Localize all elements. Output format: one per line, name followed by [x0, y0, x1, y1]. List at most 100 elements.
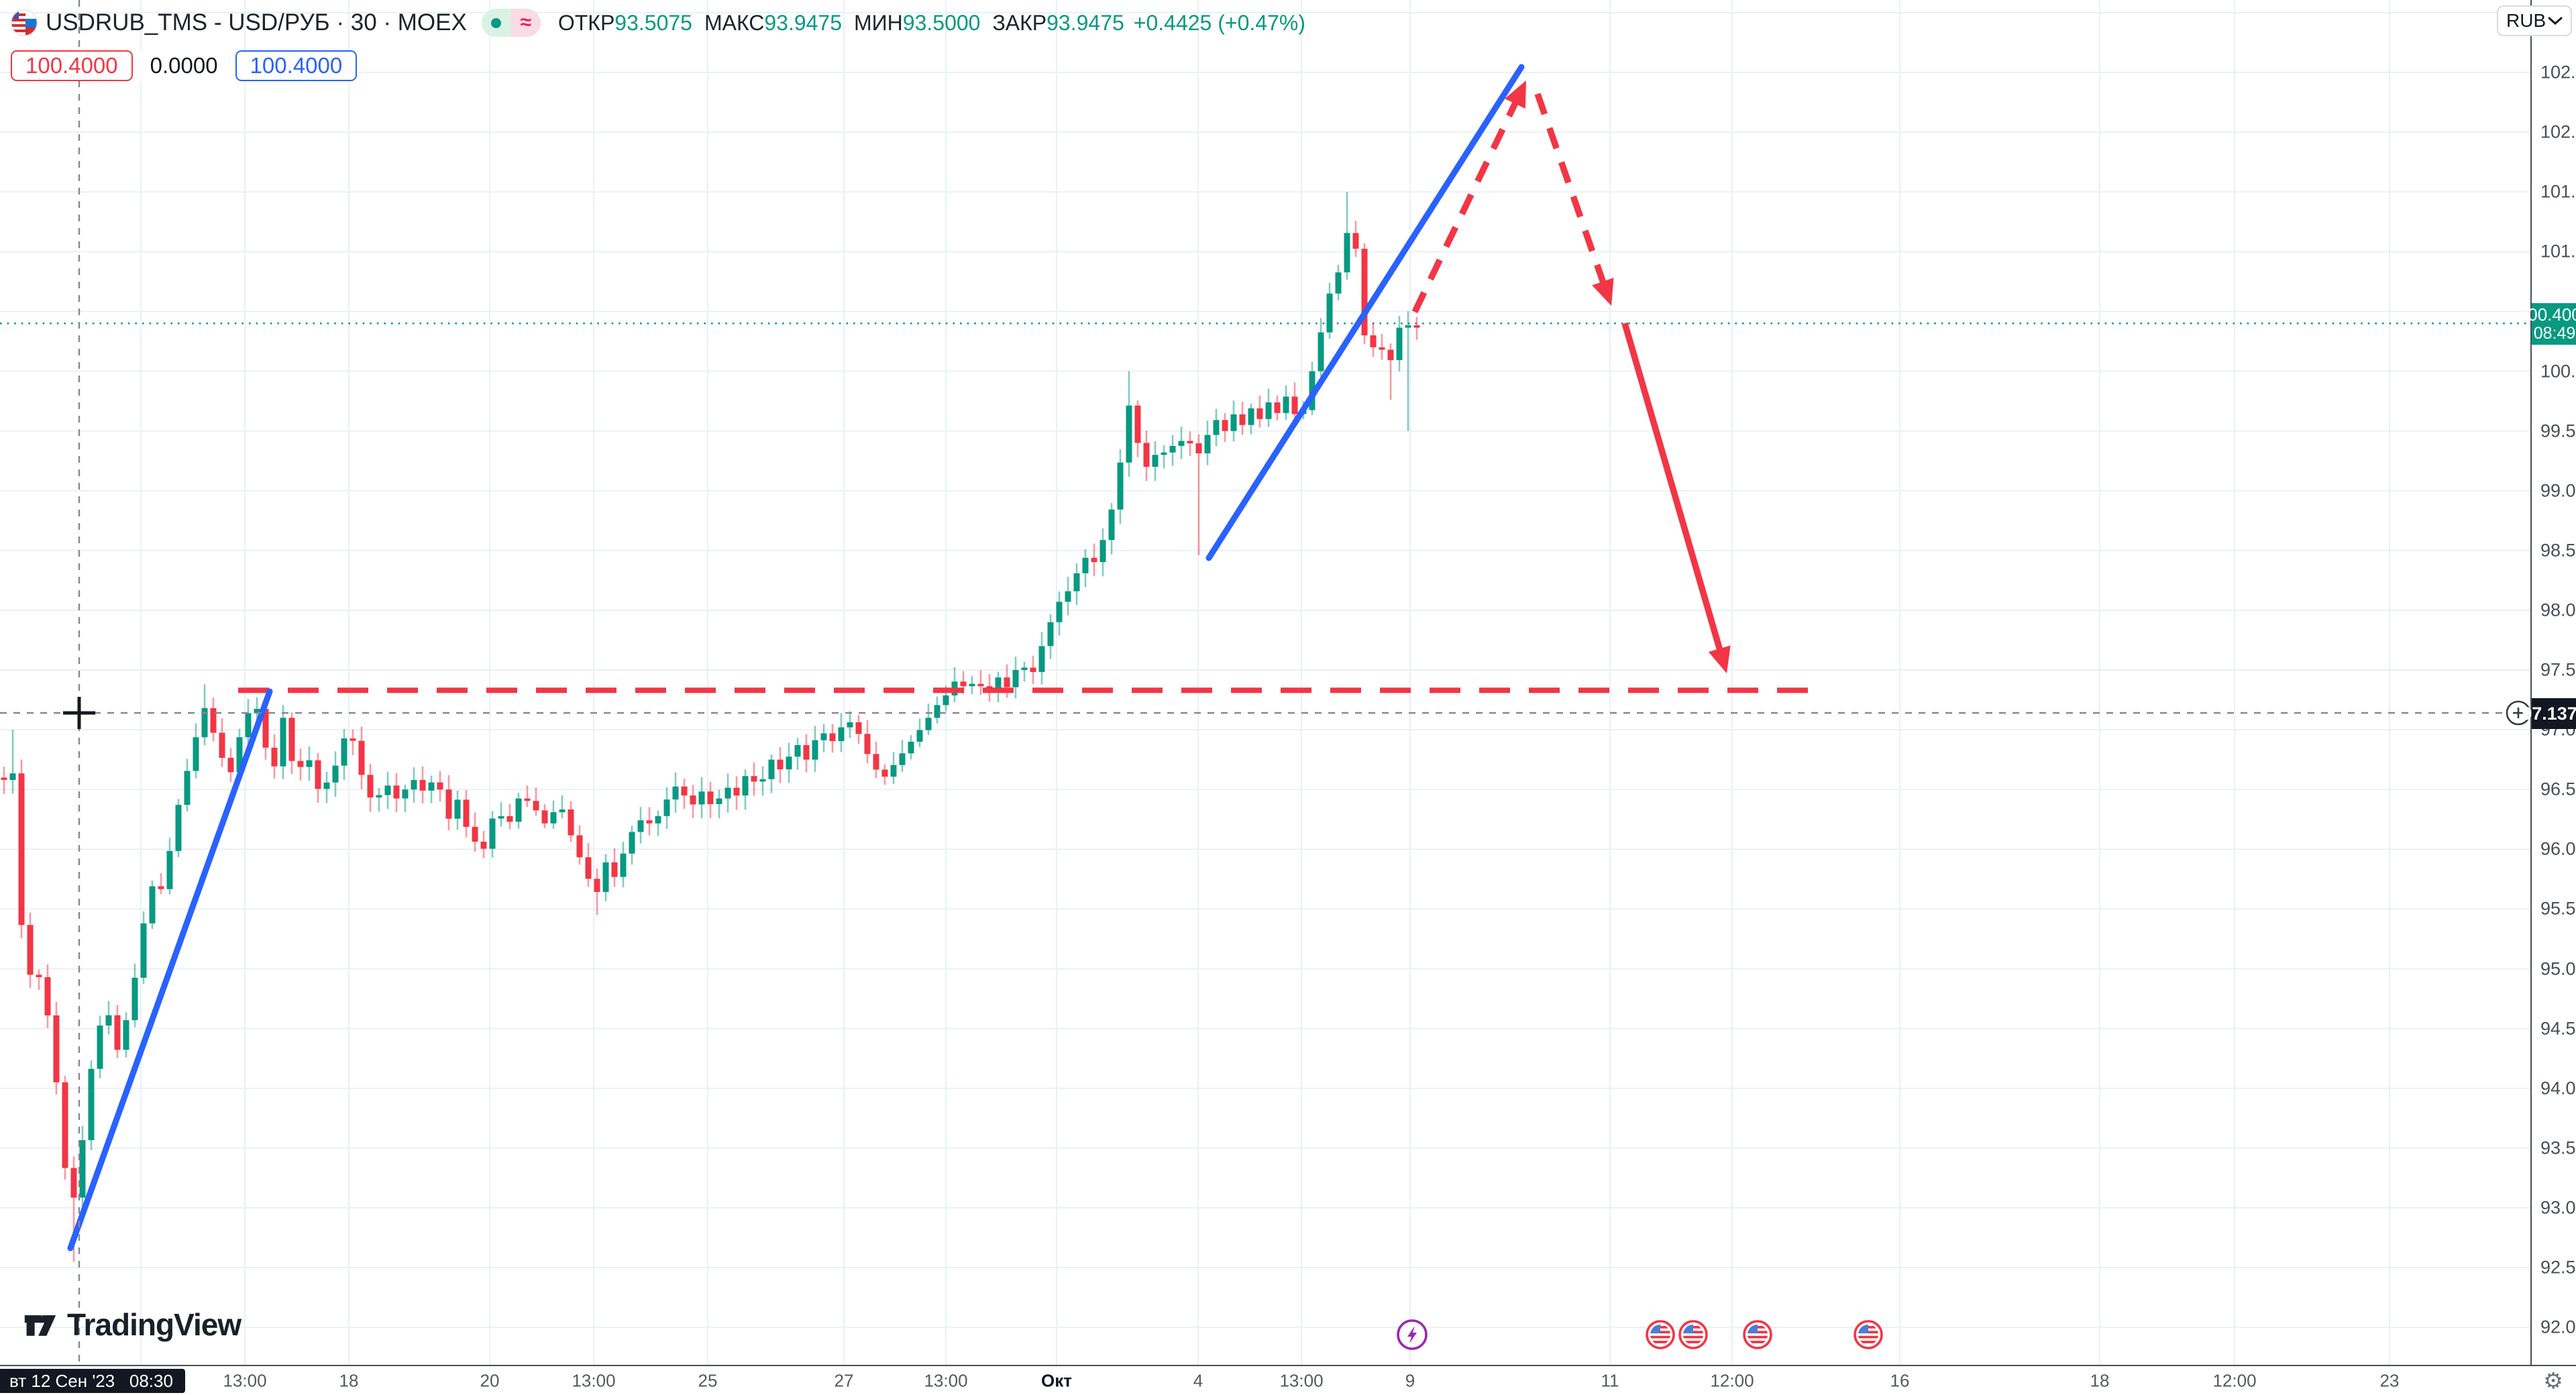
settings-gear-icon[interactable]: ⚙ [2543, 1368, 2563, 1393]
sell-price-box[interactable]: 100.4000 [11, 50, 133, 81]
arrow-head [1592, 278, 1614, 306]
high-value: 93.9475 [764, 10, 843, 35]
crosshair-price-badge: 97.1375 [2522, 698, 2576, 729]
candle-body [184, 771, 191, 805]
candle-body [262, 708, 269, 748]
tradingview-logo[interactable]: TradingView [23, 1306, 241, 1343]
candle-body [1073, 573, 1080, 592]
currency-button[interactable]: RUB [2497, 5, 2572, 36]
candle-body [480, 841, 487, 849]
candle-body [227, 757, 234, 773]
price-axis-label: 95.5000 [2540, 898, 2576, 919]
candle-body [1405, 325, 1411, 328]
tradingview-mark-icon [24, 1315, 56, 1336]
time-axis-label: 16 [1890, 1370, 1910, 1390]
price-axis-label: 101.5000 [2540, 181, 2576, 202]
candle-body [794, 744, 801, 757]
candle-body [594, 879, 600, 892]
candle-body [88, 1068, 95, 1140]
candle-body [1222, 420, 1228, 431]
time-axis-label: 13:00 [572, 1370, 616, 1390]
lightning-event-icon[interactable] [1397, 1319, 1428, 1350]
candle-body [533, 801, 539, 811]
time-axis-label: 13:00 [1279, 1370, 1324, 1390]
price-axis-label: 96.0000 [2540, 838, 2576, 859]
candle-body [384, 785, 391, 795]
candle-body [550, 812, 557, 824]
candle-body [367, 775, 374, 798]
market-status-dot-pill[interactable] [481, 9, 511, 37]
candle-body [1213, 420, 1220, 435]
candle-body [559, 809, 566, 813]
candle-body [1047, 622, 1054, 647]
candle-body [602, 862, 609, 892]
low-value: 93.5000 [902, 10, 981, 35]
time-axis-label: 12:00 [1710, 1370, 1754, 1390]
candle-body [123, 1020, 129, 1050]
candle-body [131, 977, 138, 1021]
us-flag-event-icon[interactable] [1854, 1320, 1883, 1349]
price-axis-label: 99.5000 [2540, 421, 2576, 441]
candle-body [376, 795, 382, 798]
candle-body [419, 780, 426, 791]
candle-body [925, 718, 932, 730]
buy-price-box[interactable]: 100.4000 [235, 50, 358, 81]
current-price-badge: 100.4000 08:49 [2518, 303, 2576, 345]
candle-body [690, 795, 696, 805]
candle-body [158, 886, 164, 889]
us-flag-event-icon[interactable] [1646, 1320, 1675, 1349]
candle-body [585, 857, 592, 879]
projection-arrow-solid-3[interactable] [1621, 322, 1731, 673]
candle-body [1108, 509, 1115, 541]
candle-body [358, 740, 365, 775]
projection-arrow-dashed-2[interactable] [1534, 93, 1614, 306]
symbol-flag-icon [11, 9, 38, 36]
symbol-title[interactable]: USDRUB_TMS - USD/РУБ · 30 · MOEX [46, 9, 467, 36]
candle-body [1134, 405, 1141, 443]
candle-body [454, 799, 461, 819]
add-alert-plus-icon[interactable] [2506, 700, 2530, 726]
candle-body [524, 798, 531, 801]
price-axis-label: 100.0000 [2540, 361, 2576, 381]
high-label: МАКС [704, 10, 765, 35]
price-axis-label: 94.5000 [2540, 1018, 2576, 1039]
candle-body [105, 1015, 112, 1026]
candle-body [18, 773, 25, 926]
candle-body [219, 732, 225, 758]
candle-body [864, 734, 871, 755]
candle-body [428, 782, 435, 791]
candle-body [1318, 332, 1324, 372]
candle-body [943, 695, 949, 706]
chart-plot-area[interactable] [0, 0, 2530, 1365]
price-axis-label: 101.0000 [2540, 241, 2576, 262]
candle-body [568, 809, 574, 836]
us-flag-event-icon[interactable] [1678, 1320, 1708, 1349]
projection-arrow-dashed-1[interactable] [1411, 80, 1526, 314]
candle-body [1012, 670, 1019, 687]
candle-body [1030, 667, 1036, 672]
trendline-1[interactable] [67, 688, 273, 1251]
candle-body [873, 754, 879, 770]
candle-body [1413, 325, 1420, 328]
candle-body [1126, 405, 1132, 463]
time-axis[interactable]: вт 12 Сен '23 08:30 13:00 18 20 13:00 25 27 13… [0, 1365, 2576, 1395]
time-axis-label: 20 [480, 1370, 500, 1390]
us-flag-event-icon[interactable] [1743, 1320, 1772, 1349]
candle-body [969, 683, 975, 687]
time-axis-label: 23 [2379, 1370, 2400, 1390]
candle-body [733, 787, 740, 796]
price-axis[interactable]: RUB 102.5000 102.0000 101.5000 101.0000 100.… [2497, 0, 2576, 1365]
candle-body [498, 816, 504, 819]
time-axis-label: 12:00 [2212, 1370, 2257, 1390]
candle-body [768, 759, 775, 779]
price-axis-label: 98.0000 [2540, 600, 2576, 620]
time-axis-label: 13:00 [924, 1370, 968, 1390]
price-axis-label: 93.5000 [2540, 1137, 2576, 1158]
arrow-head [1504, 80, 1526, 109]
approx-prices-pill[interactable]: ≈ [511, 9, 541, 37]
candle-body [803, 744, 810, 760]
trendline-2[interactable] [1205, 64, 1525, 561]
candle-body [820, 733, 827, 740]
candle-body [899, 753, 906, 765]
crosshair [0, 0, 2530, 1365]
